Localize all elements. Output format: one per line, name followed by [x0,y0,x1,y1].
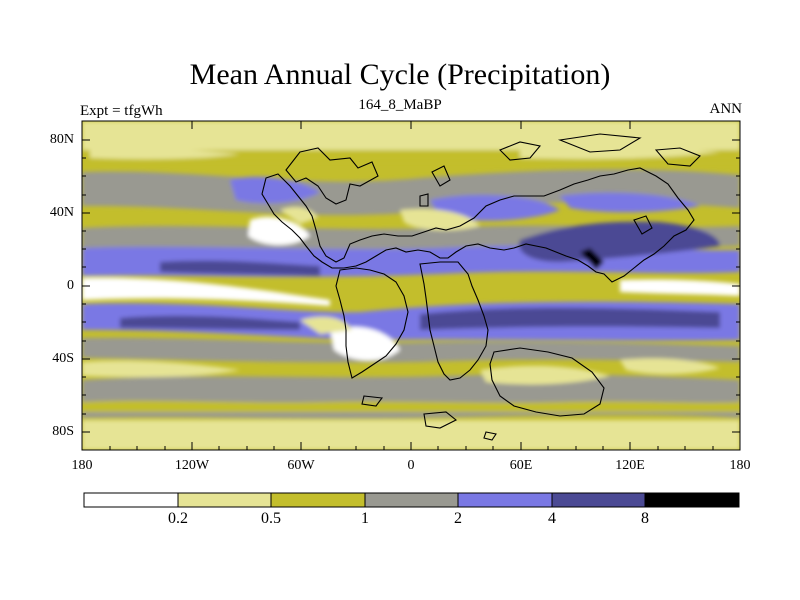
map-title: Mean Annual Cycle (Precipitation) [189,58,611,91]
lat-label-40n: 40N [49,205,74,220]
lon-label-120e: 120E [615,458,645,473]
colorbar-label-2: 2 [454,510,462,527]
lon-label-120w: 120W [174,458,210,473]
colorbar-label-0-5: 0.5 [261,510,281,527]
lat-label-40s: 40S [52,351,74,366]
colorbar-bin-6 [551,492,646,508]
season-label: ANN [709,101,743,117]
colorbar-label-4: 4 [548,510,556,527]
lat-label-0: 0 [67,278,74,293]
colorbar [83,492,740,508]
lon-ticks [81,121,741,450]
experiment-label: Expt = tfgWh [80,103,163,119]
precip-field [82,121,740,450]
lon-label-180w: 180 [71,458,93,473]
coastlines [261,133,701,441]
colorbar-label-1: 1 [361,510,369,527]
colorbar-bin-3 [270,492,366,508]
colorbar-label-8: 8 [641,510,649,527]
colorbar-bin-2 [177,492,272,508]
lon-label-60e: 60E [509,458,533,473]
colorbar-bin-1 [83,492,179,508]
lon-label-60w: 60W [287,458,315,473]
colorbar-bin-5 [457,492,553,508]
colorbar-bin-7 [644,492,740,508]
lat-label-80s: 80S [52,424,74,439]
run-label: 164_8_MaBP [358,97,442,113]
lat-ticks [82,139,740,433]
lat-label-80n: 80N [49,132,74,147]
lon-label-0: 0 [407,458,415,473]
lon-label-180e: 180 [729,458,751,473]
colorbar-bin-4 [364,492,459,508]
colorbar-label-0-2: 0.2 [168,510,188,527]
